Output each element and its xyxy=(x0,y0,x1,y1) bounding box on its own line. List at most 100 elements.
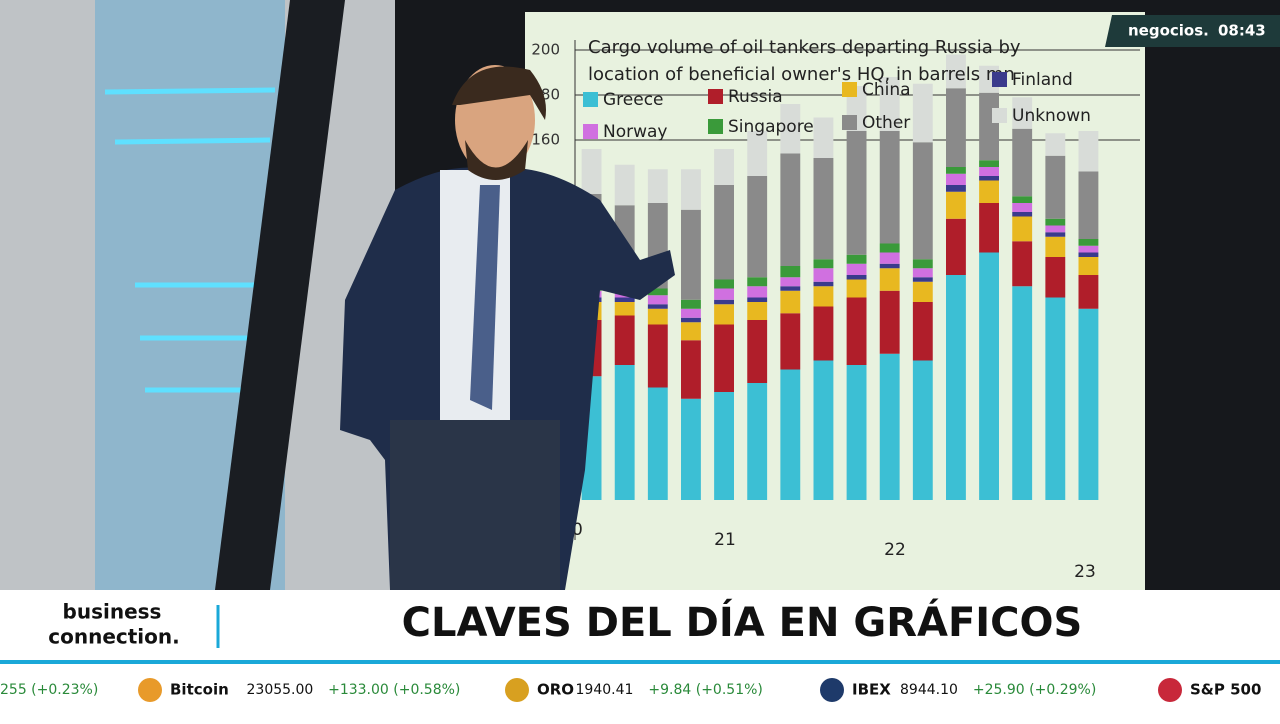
bar-segment xyxy=(846,275,867,280)
bar-segment xyxy=(581,149,602,194)
bar-segment xyxy=(846,254,867,264)
bar-segment xyxy=(681,169,701,210)
headline: CLAVES DEL DÍA EN GRÁFICOS xyxy=(402,598,1083,646)
bar-segment xyxy=(780,266,801,278)
bar-segment xyxy=(946,88,966,167)
bar-segment xyxy=(714,288,734,300)
bar-segment xyxy=(813,360,834,500)
lower-third: business connection. CLAVES DEL DÍA EN G… xyxy=(0,590,1280,664)
bar-segment xyxy=(912,259,933,269)
bar-segment xyxy=(979,252,999,500)
ticker-change: +133.00 (+0.58%) xyxy=(328,682,460,698)
bar-segment xyxy=(979,176,999,181)
x-tick-label: 22 xyxy=(884,540,906,560)
bar-segment xyxy=(979,92,999,161)
bar-segment xyxy=(681,398,701,500)
bar-segment xyxy=(780,290,801,314)
bar-segment xyxy=(780,313,801,370)
bar-segment xyxy=(879,243,900,253)
bar-segment xyxy=(813,158,834,260)
bar-segment xyxy=(1045,257,1066,298)
bar-segment xyxy=(681,209,701,300)
bar-segment xyxy=(747,320,768,383)
bar-segment xyxy=(879,290,900,354)
legend-label: Norway xyxy=(603,122,668,142)
bar-segment xyxy=(1078,171,1099,239)
bar-segment xyxy=(946,218,966,275)
channel-bug: negocios. 08:43 xyxy=(1105,15,1280,47)
bar-segment xyxy=(946,54,966,89)
bar-segment xyxy=(1012,212,1033,217)
bar-segment xyxy=(714,149,734,185)
bar-segment xyxy=(879,268,900,291)
bar-segment xyxy=(946,275,966,500)
ticker-icon xyxy=(1158,678,1182,702)
bar-segment xyxy=(714,279,734,289)
ticker-name: S&P 500 xyxy=(1190,681,1261,699)
bar-segment xyxy=(714,185,734,280)
ticker-bar xyxy=(0,664,1280,720)
ticker-icon xyxy=(138,678,162,702)
bar-segment xyxy=(1078,239,1099,246)
chart-title: Cargo volume of oil tankers departing Ru… xyxy=(588,37,1021,58)
bar-segment xyxy=(846,131,867,255)
bar-segment xyxy=(647,387,668,500)
legend-swatch xyxy=(842,115,857,130)
ticker-price: 1940.41 xyxy=(576,682,634,698)
legend-swatch xyxy=(708,89,723,104)
bar-segment xyxy=(813,286,834,307)
bar-segment xyxy=(647,288,668,296)
ticker-icon xyxy=(505,678,529,702)
bar-segment xyxy=(747,286,768,298)
bar-segment xyxy=(1045,218,1066,226)
x-tick-label: 21 xyxy=(714,530,736,550)
bar-segment xyxy=(1012,203,1033,212)
bar-segment xyxy=(846,279,867,298)
ticker-change: 255 (+0.23%) xyxy=(0,682,98,698)
bar-segment xyxy=(681,299,701,309)
bar-segment xyxy=(780,153,801,266)
bar-segment xyxy=(879,263,900,269)
legend-label: Other xyxy=(862,113,910,133)
bar-segment xyxy=(1045,236,1066,257)
y-tick-label: 160 xyxy=(531,131,560,149)
bar-segment xyxy=(946,185,966,192)
bar-segment xyxy=(1045,297,1066,500)
channel-logo: negocios. xyxy=(1128,22,1209,40)
y-tick-label: 200 xyxy=(531,41,560,59)
bar-segment xyxy=(614,365,635,500)
ticker-icon xyxy=(820,678,844,702)
bar-segment xyxy=(714,304,734,325)
bar-segment xyxy=(647,295,668,305)
legend-swatch xyxy=(992,72,1007,87)
bar-segment xyxy=(1078,275,1099,309)
bar-segment xyxy=(879,252,900,264)
bar-segment xyxy=(747,302,768,320)
bar-segment xyxy=(1012,128,1033,197)
bar-segment xyxy=(780,277,801,287)
bar-segment xyxy=(846,297,867,365)
legend-label: Russia xyxy=(728,87,783,107)
bar-segment xyxy=(979,167,999,176)
bar-segment xyxy=(813,306,834,361)
bar-segment xyxy=(846,365,867,500)
bar-segment xyxy=(681,317,701,323)
chart-title: location of beneficial owner's HQ, in ba… xyxy=(588,64,1015,85)
ticker-price: 8944.10 xyxy=(900,682,958,698)
bar-segment xyxy=(614,315,635,365)
bar-segment xyxy=(912,142,933,260)
bar-segment xyxy=(747,297,768,302)
bar-segment xyxy=(647,324,668,388)
bar-segment xyxy=(813,117,834,158)
bar-segment xyxy=(1078,257,1099,275)
bar-segment xyxy=(1045,155,1066,219)
ticker-change: +9.84 (+0.51%) xyxy=(648,682,762,698)
bar-segment xyxy=(714,392,734,500)
chart: 16018020020212223Cargo volume of oil tan… xyxy=(531,37,1140,582)
bar-segment xyxy=(1012,196,1033,203)
ticker: 255 (+0.23%) Bitcoin 23055.00 +133.00 (+0.5… xyxy=(0,678,1261,702)
bar-segment xyxy=(1045,232,1066,237)
bar-segment xyxy=(1012,216,1033,242)
bar-segment xyxy=(1078,308,1099,500)
